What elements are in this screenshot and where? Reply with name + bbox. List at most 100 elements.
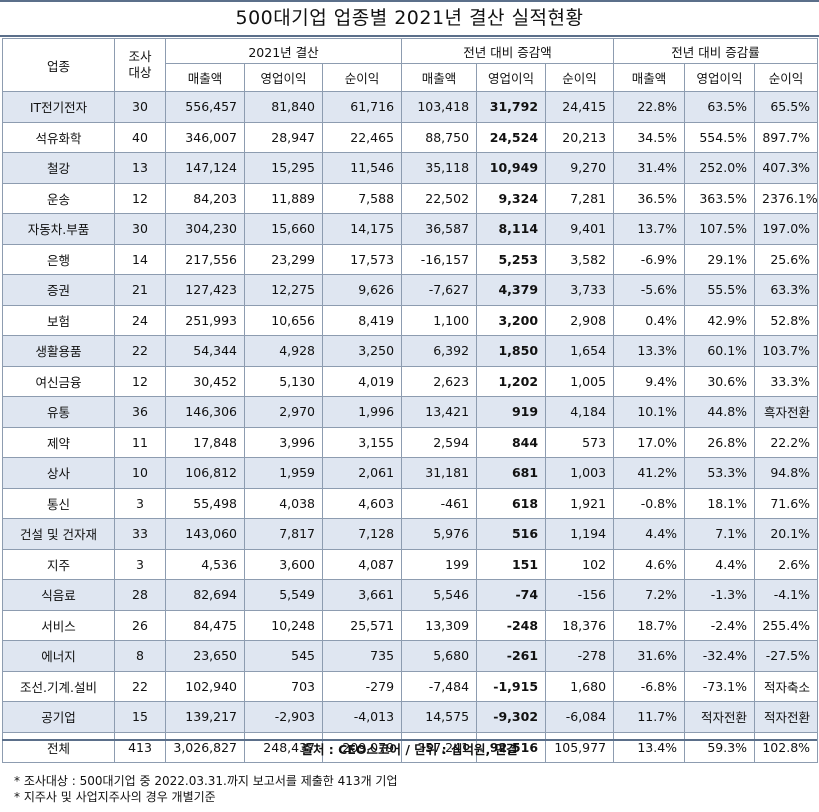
table-row: 은행 14 217,556 23,299 17,573 -16,157 5,253 3,582… (2, 243, 819, 275)
value-cell: 102,940 (165, 670, 245, 702)
table-row: 서비스 26 84,475 10,248 25,571 13,309 -248 18,376 1… (2, 609, 819, 641)
value-cell: -74 (476, 579, 547, 611)
value-cell: 30.6% (684, 365, 756, 397)
footnote-1: * 조사대상 : 500대기업 중 2022.03.31.까지 보고서를 제출한… (14, 774, 398, 788)
value-cell: 22.2% (754, 426, 819, 458)
value-cell: 103,418 (401, 91, 478, 123)
subheader-cell: 순이익 (321, 63, 403, 92)
value-cell: 22.8% (613, 91, 686, 123)
value-cell: 2,970 (244, 396, 323, 428)
subheader-cell: 영업이익 (476, 63, 547, 92)
surveyed-count-cell: 22 (114, 670, 166, 702)
value-cell: 82,694 (165, 579, 245, 611)
value-cell: 8,114 (476, 213, 547, 245)
value-cell: 7,817 (244, 518, 323, 550)
value-cell: 102.8% (754, 731, 819, 763)
value-cell: 5,680 (401, 640, 478, 672)
value-cell: 151 (476, 548, 547, 580)
value-cell: 573 (545, 426, 615, 458)
value-cell: 88,750 (401, 121, 478, 153)
value-cell: 61,716 (321, 91, 403, 123)
table-row: 전체 413 3,026,827 248,437 209,079 357,241 92,51… (2, 731, 819, 763)
value-cell: 15,660 (244, 213, 323, 245)
table-row: 에너지 8 23,650 545 735 5,680 -261 -278 31.6% -32.4%… (2, 640, 819, 672)
value-cell: 4,184 (545, 396, 615, 428)
value-cell: 3,733 (545, 274, 615, 306)
surveyed-count-cell: 11 (114, 426, 166, 458)
value-cell: 4,019 (321, 365, 403, 397)
value-cell: 17.0% (613, 426, 686, 458)
value-cell: 적자전환 (754, 701, 819, 733)
value-cell: 4.4% (613, 518, 686, 550)
table-body: IT전기전자 30 556,457 81,840 61,716 103,418 31,792… (2, 91, 819, 763)
header-group-change-rate: 전년 대비 증감률 (613, 38, 819, 64)
value-cell: 적자축소 (754, 670, 819, 702)
header-industry: 업종 (2, 38, 115, 92)
industry-cell: 보험 (2, 304, 115, 336)
value-cell: 8,419 (321, 304, 403, 336)
value-cell: 44.8% (684, 396, 756, 428)
surveyed-count-cell: 22 (114, 335, 166, 367)
value-cell: 4.6% (613, 548, 686, 580)
value-cell: 252.0% (684, 152, 756, 184)
table-row: 제약 11 17,848 3,996 3,155 2,594 844 573 17.0% 26.8… (2, 426, 819, 458)
value-cell: 1,194 (545, 518, 615, 550)
value-cell: 31,792 (476, 91, 547, 123)
value-cell: 106,812 (165, 457, 245, 489)
table-row: 조선.기계.설비 22 102,940 703 -279 -7,484 -1,915 1,68… (2, 670, 819, 702)
table-row: 생활용품 22 54,344 4,928 3,250 6,392 1,850 1,654 13.… (2, 335, 819, 367)
value-cell: 25,571 (321, 609, 403, 641)
value-cell: 618 (476, 487, 547, 519)
value-cell: -0.8% (613, 487, 686, 519)
surveyed-count-cell: 10 (114, 457, 166, 489)
value-cell: 919 (476, 396, 547, 428)
industry-cell: 상사 (2, 457, 115, 489)
value-cell: 29.1% (684, 243, 756, 275)
value-cell: 3,661 (321, 579, 403, 611)
value-cell: 147,124 (165, 152, 245, 184)
value-cell: 146,306 (165, 396, 245, 428)
value-cell: 22,465 (321, 121, 403, 153)
header-surveyed: 조사 대상 (114, 38, 166, 92)
value-cell: 1,003 (545, 457, 615, 489)
value-cell: -32.4% (684, 640, 756, 672)
value-cell: 681 (476, 457, 547, 489)
value-cell: 63.3% (754, 274, 819, 306)
value-cell: 적자전환 (684, 701, 756, 733)
value-cell: 2376.1% (754, 182, 819, 214)
value-cell: 127,423 (165, 274, 245, 306)
value-cell: 28,947 (244, 121, 323, 153)
value-cell: 36,587 (401, 213, 478, 245)
surveyed-count-cell: 40 (114, 121, 166, 153)
value-cell: 897.7% (754, 121, 819, 153)
table-row: 운송 12 84,203 11,889 7,588 22,502 9,324 7,281 36.… (2, 182, 819, 214)
surveyed-count-cell: 33 (114, 518, 166, 550)
value-cell: 107.5% (684, 213, 756, 245)
surveyed-count-cell: 36 (114, 396, 166, 428)
table-row: 지주 3 4,536 3,600 4,087 199 151 102 4.6% 4.4% 2.6% (2, 548, 819, 580)
value-cell: 554.5% (684, 121, 756, 153)
table-row: 식음료 28 82,694 5,549 3,661 5,546 -74 -156 7.2% -1.… (2, 579, 819, 611)
value-cell: 3,996 (244, 426, 323, 458)
header-group-change-amount: 전년 대비 증감액 (401, 38, 615, 64)
value-cell: 139,217 (165, 701, 245, 733)
value-cell: 407.3% (754, 152, 819, 184)
industry-cell: 식음료 (2, 579, 115, 611)
subheader-cell: 매출액 (401, 63, 478, 92)
value-cell: -2.4% (684, 609, 756, 641)
value-cell: 10.1% (613, 396, 686, 428)
value-cell: 3,200 (476, 304, 547, 336)
value-cell: 209,079 (321, 731, 403, 763)
value-cell: 10,656 (244, 304, 323, 336)
value-cell: 81,840 (244, 91, 323, 123)
value-cell: 9,270 (545, 152, 615, 184)
value-cell: 9,324 (476, 182, 547, 214)
table-row: 증권 21 127,423 12,275 9,626 -7,627 4,379 3,733 -5… (2, 274, 819, 306)
subheader-cell: 매출액 (165, 63, 245, 92)
value-cell: 12,275 (244, 274, 323, 306)
industry-cell: 조선.기계.설비 (2, 670, 115, 702)
value-cell: 54,344 (165, 335, 245, 367)
industry-cell: 철강 (2, 152, 115, 184)
table-bottom-rule (2, 739, 817, 741)
value-cell: 357,241 (401, 731, 478, 763)
